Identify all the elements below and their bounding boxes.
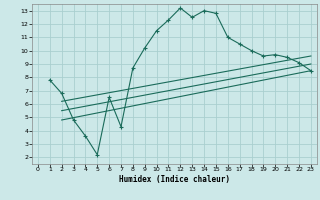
X-axis label: Humidex (Indice chaleur): Humidex (Indice chaleur) [119, 175, 230, 184]
